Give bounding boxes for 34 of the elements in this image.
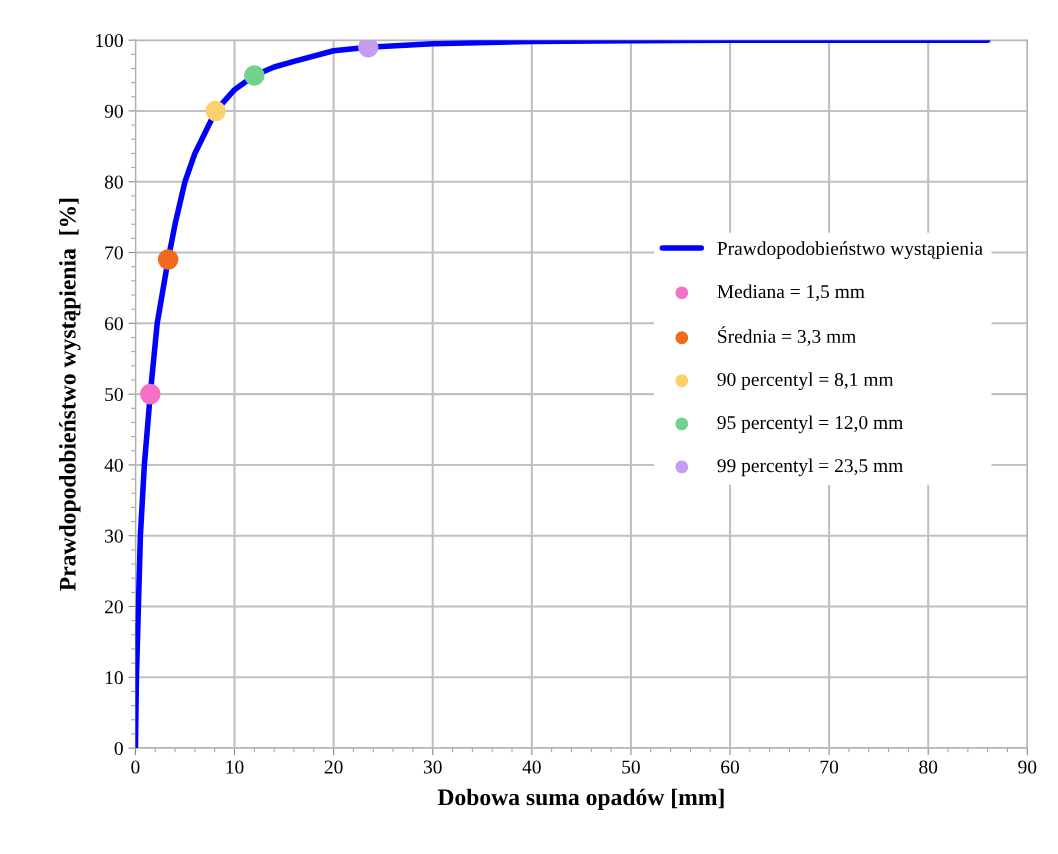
- y-tick-label: 40: [104, 458, 123, 472]
- y-tick-label: 100: [96, 33, 123, 48]
- x-tick-label: 20: [324, 760, 343, 774]
- x-tick-label: 40: [522, 760, 541, 774]
- y-tick-label: 30: [105, 529, 123, 543]
- y-axis-title: Prawdopodobieństwo wystąpienia [%]: [59, 198, 81, 591]
- x-tick-label: 50: [622, 760, 640, 774]
- x-tick-label: 10: [226, 760, 244, 774]
- y-tick-label: 70: [105, 246, 123, 260]
- x-tick-label: 90: [1018, 760, 1037, 774]
- legend-label: 95 percentyl = 12,0 mm: [717, 415, 903, 434]
- legend-label: Prawdopodobieństwo wystąpienia: [717, 241, 983, 260]
- legend-label: Średnia = 3,3 mm: [718, 326, 857, 346]
- legend-label: Mediana = 1,5 mm: [717, 284, 865, 301]
- legend-label: 90 percentyl = 8,1 mm: [717, 372, 894, 391]
- point: [244, 65, 265, 86]
- y-tick-label: 0: [114, 741, 123, 756]
- point: [157, 249, 179, 270]
- x-tick-label: 80: [919, 760, 938, 774]
- x-axis-title: Dobowa suma opadów [mm]: [437, 788, 724, 811]
- legend-label: 99 percentyl = 23,5 mm: [717, 458, 903, 477]
- point: [205, 100, 226, 122]
- y-tick-label: 20: [105, 600, 123, 614]
- point: [140, 383, 161, 405]
- y-tick-label: 50: [105, 387, 123, 402]
- y-tick-label: 90: [104, 104, 123, 118]
- y-tick-label: 60: [105, 317, 123, 331]
- y-tick-label: 10: [105, 671, 123, 685]
- point: [358, 40, 379, 58]
- x-tick-label: 30: [423, 760, 442, 774]
- y-tick-label: 80: [104, 175, 123, 189]
- x-tick-label: 70: [820, 760, 839, 774]
- x-tick-label: 60: [721, 760, 739, 774]
- x-tick-label: 0: [131, 760, 140, 774]
